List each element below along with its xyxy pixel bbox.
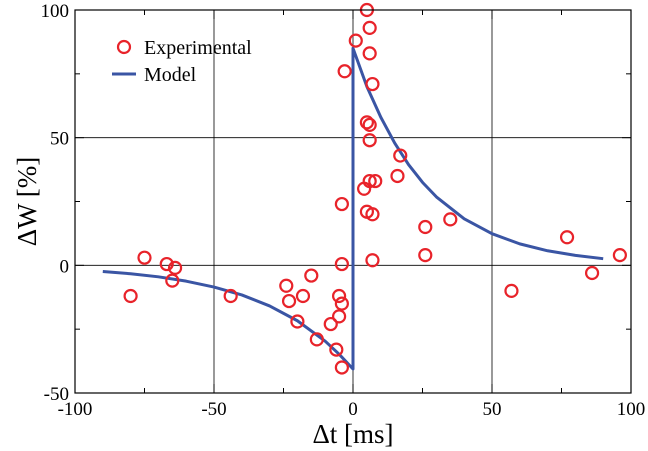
data-point [362,173,377,189]
data-point [390,168,405,184]
legend-label-model: Model [144,64,197,86]
data-point [612,248,627,263]
x-tick-label: 50 [483,399,502,420]
x-axis-title: Δt [ms] [312,419,393,449]
y-axis-tick-labels: -50 0 50 100 [41,1,70,405]
x-tick-label: -50 [201,399,226,420]
data-point [304,268,319,283]
data-point [365,76,380,92]
data-point [418,248,433,263]
y-tick-label: 100 [41,1,70,22]
y-axis-title: ΔW [%] [12,157,42,247]
data-point [309,332,324,347]
data-point [348,33,363,48]
data-point [334,256,349,272]
data-point [337,64,352,79]
data-point [443,212,458,227]
data-point [365,207,380,222]
data-point [418,219,433,235]
data-point [362,46,377,61]
legend: Experimental Model [112,37,252,86]
data-point [584,265,600,281]
data-point [279,278,294,293]
data-point [362,20,377,35]
data-point [167,260,183,275]
data-point [559,230,575,245]
data-point [334,196,349,212]
data-point [123,288,138,304]
legend-label-experimental: Experimental [144,37,252,59]
data-point [332,288,347,304]
data-point [334,360,349,375]
experimental-series [123,2,627,375]
legend-marker-experimental [116,39,132,55]
model-series [102,46,604,371]
data-point [281,293,297,309]
data-point [165,273,180,288]
data-point [393,148,408,163]
data-point [365,253,380,268]
x-axis-tick-labels: -100 -50 0 50 100 [58,399,646,420]
data-point [332,309,347,324]
data-point [295,288,311,304]
data-point [362,133,377,148]
x-tick-label: -100 [58,399,93,420]
y-tick-label: 0 [60,256,70,277]
y-tick-label: -50 [44,384,69,405]
y-tick-label: 50 [50,129,69,150]
data-point [362,117,377,133]
data-point [137,250,152,265]
data-point [359,115,374,130]
data-point [159,256,174,272]
x-tick-label: 0 [348,399,358,420]
data-point [329,342,344,357]
data-point [290,314,305,329]
data-point [334,296,349,311]
data-point [323,316,338,332]
x-tick-label: 100 [617,399,646,420]
data-point [368,173,383,189]
model-curve [102,46,604,371]
data-point [504,283,519,298]
axis-ticks [74,9,632,394]
data-point [223,288,238,304]
